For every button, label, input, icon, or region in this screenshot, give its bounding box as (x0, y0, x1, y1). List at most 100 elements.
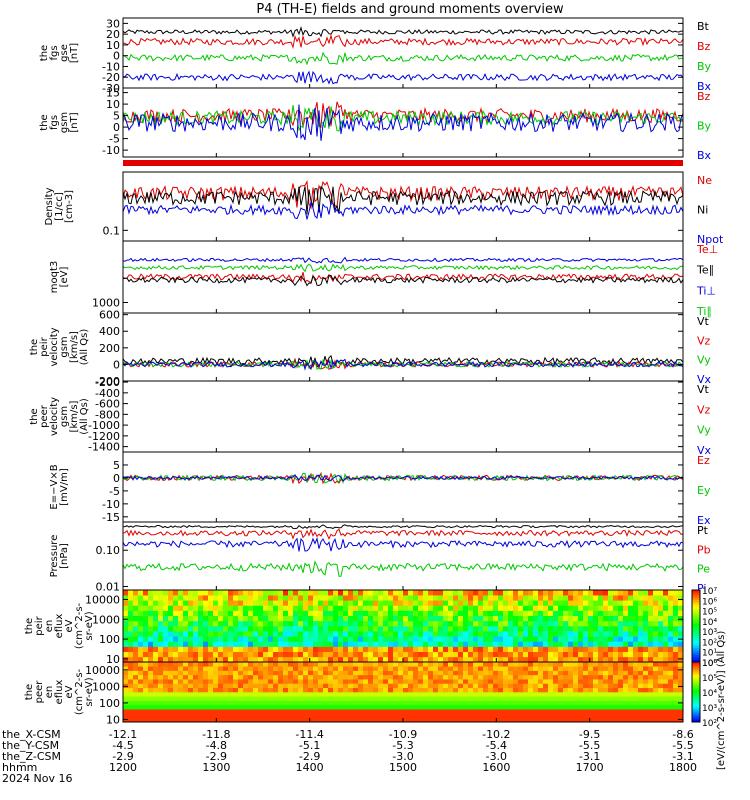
heatmap-cell (363, 687, 369, 693)
heatmap-cell (153, 641, 159, 647)
heatmap-cell (583, 704, 589, 710)
heatmap-cell (663, 674, 669, 680)
heatmap-cell (353, 605, 359, 611)
heatmap-cell (558, 666, 564, 671)
heatmap-cell (308, 600, 314, 606)
x-tick-label: -10.9 (389, 728, 417, 741)
heatmap-cell (363, 651, 369, 658)
heatmap-cell (298, 670, 304, 676)
heatmap-cell (198, 656, 204, 663)
heatmap-cell (193, 704, 199, 710)
heatmap-cell (513, 713, 519, 719)
heatmap-cell (648, 687, 654, 693)
heatmap-cell (198, 600, 204, 606)
heatmap-cell (513, 631, 519, 637)
heatmap-cell (398, 600, 404, 606)
heatmap-cell (323, 700, 329, 706)
heatmap-cell (218, 679, 224, 684)
heatmap-cell (678, 713, 684, 719)
heatmap-cell (423, 600, 429, 606)
heatmap-cell (468, 620, 474, 627)
heatmap-cell (488, 674, 494, 680)
heatmap-cell (473, 700, 479, 706)
heatmap-cell (418, 626, 424, 632)
heatmap-cell (153, 717, 159, 723)
heatmap-cell (218, 704, 224, 710)
heatmap-cell (228, 590, 234, 596)
heatmap-cell (583, 651, 589, 658)
heatmap-cell (528, 641, 534, 647)
heatmap-cell (328, 704, 334, 710)
heatmap-cell (523, 626, 529, 632)
heatmap-cell (378, 717, 384, 723)
heatmap-cell (598, 656, 604, 663)
heatmap-cell (638, 704, 644, 710)
heatmap-cell (403, 636, 409, 642)
heatmap-cell (323, 709, 329, 714)
heatmap-cell (663, 641, 669, 647)
heatmap-cell (343, 641, 349, 647)
heatmap-cell (323, 626, 329, 632)
heatmap-cell (248, 666, 254, 671)
heatmap-cell (643, 700, 649, 706)
heatmap-cell (498, 687, 504, 693)
heatmap-cell (203, 651, 209, 658)
heatmap-cell (278, 674, 284, 680)
heatmap-cell (368, 590, 374, 596)
heatmap-cell (368, 641, 374, 647)
heatmap-cell (188, 656, 194, 663)
heatmap-cell (648, 717, 654, 723)
heatmap-cell (298, 713, 304, 719)
heatmap-cell (418, 646, 424, 653)
heatmap-cell (368, 605, 374, 611)
heatmap-cell (348, 615, 354, 622)
heatmap-cell (318, 631, 324, 637)
heatmap-cell (638, 605, 644, 611)
y-axis-label: [nPa] (59, 543, 70, 569)
heatmap-cell (613, 670, 619, 676)
heatmap-cell (493, 610, 499, 617)
heatmap-cell (388, 631, 394, 637)
heatmap-cell (558, 709, 564, 714)
x-tick-label: -3.0 (486, 750, 507, 763)
heatmap-cell (353, 610, 359, 617)
heatmap-cell (638, 595, 644, 601)
heatmap-cell (268, 687, 274, 693)
heatmap-cell (318, 679, 324, 684)
heatmap-cell (318, 713, 324, 719)
heatmap-cell (588, 615, 594, 622)
heatmap-cell (668, 656, 674, 663)
heatmap-cell (258, 641, 264, 647)
heatmap-cell (183, 595, 189, 601)
heatmap-cell (303, 666, 309, 671)
heatmap-cell (293, 646, 299, 653)
heatmap-cell (433, 717, 439, 723)
heatmap-cell (393, 687, 399, 693)
heatmap-cell (538, 687, 544, 693)
heatmap-cell (228, 646, 234, 653)
heatmap-cell (548, 692, 554, 697)
heatmap-cell (548, 662, 554, 667)
heatmap-cell (563, 631, 569, 637)
heatmap-cell (293, 595, 299, 601)
heatmap-cell (433, 666, 439, 671)
heatmap-cell (553, 651, 559, 658)
heatmap-cell (288, 646, 294, 653)
heatmap-cell (528, 709, 534, 714)
heatmap-cell (243, 717, 249, 723)
heatmap-cell (228, 696, 234, 701)
heatmap-cell (418, 683, 424, 689)
heatmap-cell (508, 631, 514, 637)
heatmap-cell (378, 674, 384, 680)
heatmap-cell (608, 674, 614, 680)
heatmap-cell (448, 692, 454, 697)
heatmap-cell (653, 717, 659, 723)
heatmap-cell (473, 709, 479, 714)
heatmap-cell (373, 620, 379, 627)
heatmap-cell (603, 651, 609, 658)
heatmap-cell (213, 590, 219, 596)
heatmap-cell (163, 605, 169, 611)
heatmap-cell (348, 687, 354, 693)
heatmap-cell (208, 679, 214, 684)
